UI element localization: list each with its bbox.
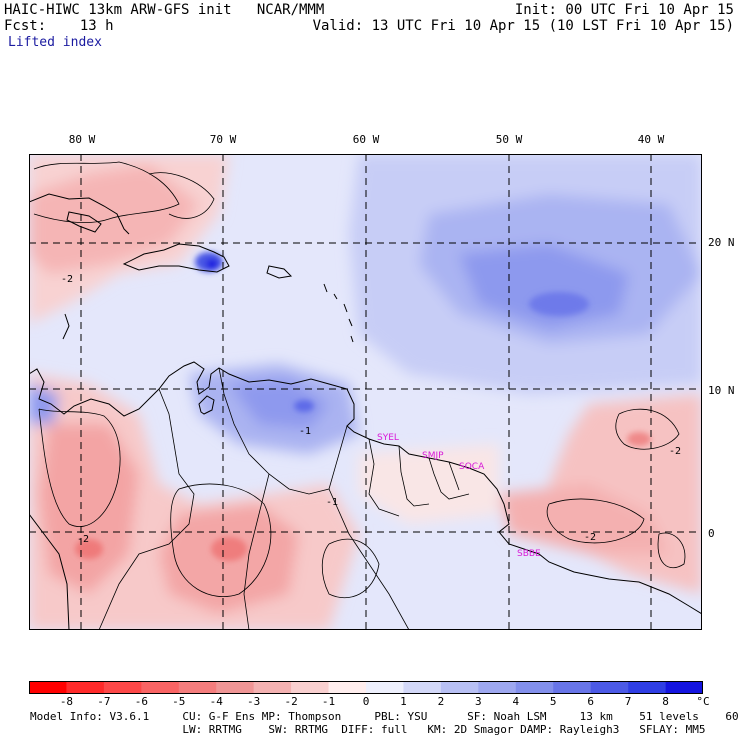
lat-lon-grid <box>29 154 702 630</box>
header-forecast-hour: Fcst: 13 h <box>4 18 114 34</box>
colorbar-swatch <box>366 681 404 694</box>
colorbar-tick-label: 5 <box>549 695 557 708</box>
lon-label-40w: 40 W <box>637 133 665 146</box>
lat-label-20n: 20 N <box>708 236 735 249</box>
contour-label: -1 <box>326 497 338 508</box>
field-name: Lifted index <box>8 35 102 50</box>
coastlines <box>29 193 702 630</box>
colorbar-swatch <box>590 681 629 694</box>
colorbar-tick-label: 8 <box>662 695 669 708</box>
header-title: HAIC-HIWC 13km ARW-GFS init NCAR/MMM <box>4 2 325 18</box>
colorbar-swatch <box>66 681 105 694</box>
colorbar-swatch <box>178 681 217 694</box>
fine-shading <box>75 252 651 561</box>
colorbar-swatch <box>628 681 666 694</box>
lon-label-80w: 80 W <box>68 133 96 146</box>
contour-label: -2 <box>669 446 681 457</box>
colorbar-swatch <box>515 681 554 694</box>
lon-label-50w: 50 W <box>495 133 523 146</box>
lon-label-60w: 60 W <box>352 133 380 146</box>
colorbar-tick-label: -3 <box>247 695 261 708</box>
colorbar-unit: °C <box>696 695 710 708</box>
station-label-smjp: SMJP <box>422 451 444 461</box>
colorbar-tick-label: 7 <box>624 695 632 708</box>
colorbar-swatch <box>103 681 142 694</box>
contour-label: -1 <box>299 426 311 437</box>
station-label-syel: SYEL <box>377 433 399 443</box>
colorbar-swatch <box>328 681 367 694</box>
borders <box>98 367 470 630</box>
contour-label: -2 <box>61 274 73 285</box>
colorbar-swatch <box>216 681 254 694</box>
colorbar-swatch <box>403 681 442 694</box>
colorbar-tick-label: 1 <box>400 695 407 708</box>
colorbar-swatch <box>665 681 703 694</box>
colorbar-tick-label: -8 <box>59 695 74 708</box>
colorbar-tick-label: -5 <box>172 695 186 708</box>
station-labels: SYEL SMJP SOCA SBBE <box>377 433 541 559</box>
station-label-sbbe: SBBE <box>517 549 541 559</box>
lifted-index-map: -2 -1 -1 -2 -2 -2 SYEL SMJP SOCA SBBE <box>29 154 702 630</box>
lat-label-0: 0 <box>708 527 715 540</box>
colorbar-tick-label: -2 <box>284 695 298 708</box>
station-label-soca: SOCA <box>459 462 485 472</box>
colorbar-swatch <box>29 681 67 694</box>
colorbar-swatch <box>478 681 517 694</box>
model-info-line1: Model Info: V3.6.1 CU: G-F Ens MP: Thomp… <box>30 710 740 723</box>
colorbar <box>29 681 703 694</box>
contour-label: -2 <box>584 532 596 543</box>
colorbar-tick-label: 6 <box>587 695 594 708</box>
colorbar-swatch <box>440 681 479 694</box>
model-info-line2: LW: RRTMG SW: RRTMG DIFF: full KM: 2D Sm… <box>30 723 706 736</box>
colorbar-tick-label: 4 <box>512 695 520 708</box>
colorbar-swatch <box>291 681 329 694</box>
header-init-time: Init: 00 UTC Fri 10 Apr 15 <box>514 2 734 18</box>
colorbar-tick-label: -7 <box>97 695 111 708</box>
lat-label-10n: 10 N <box>708 384 735 397</box>
colorbar-tick-label: -1 <box>321 695 336 708</box>
colorbar-swatch <box>141 681 180 694</box>
colorbar-swatch <box>553 681 591 694</box>
colorbar-tick-label: 3 <box>475 695 482 708</box>
colorbar-swatch <box>253 681 292 694</box>
colorbar-tick-label: 2 <box>437 695 445 708</box>
map-frame <box>29 154 702 630</box>
contour-label-group: -2 -1 -1 -2 -2 -2 <box>61 274 681 545</box>
contour-label: -2 <box>77 534 89 545</box>
contours <box>33 161 686 599</box>
colorbar-tick-label: -6 <box>134 695 148 708</box>
lon-label-70w: 70 W <box>209 133 237 146</box>
colorbar-tick-label: 0 <box>362 695 370 708</box>
header-valid-time: Valid: 13 UTC Fri 10 Apr 15 (10 LST Fri … <box>312 18 734 34</box>
colorbar-tick-label: -4 <box>209 695 223 708</box>
